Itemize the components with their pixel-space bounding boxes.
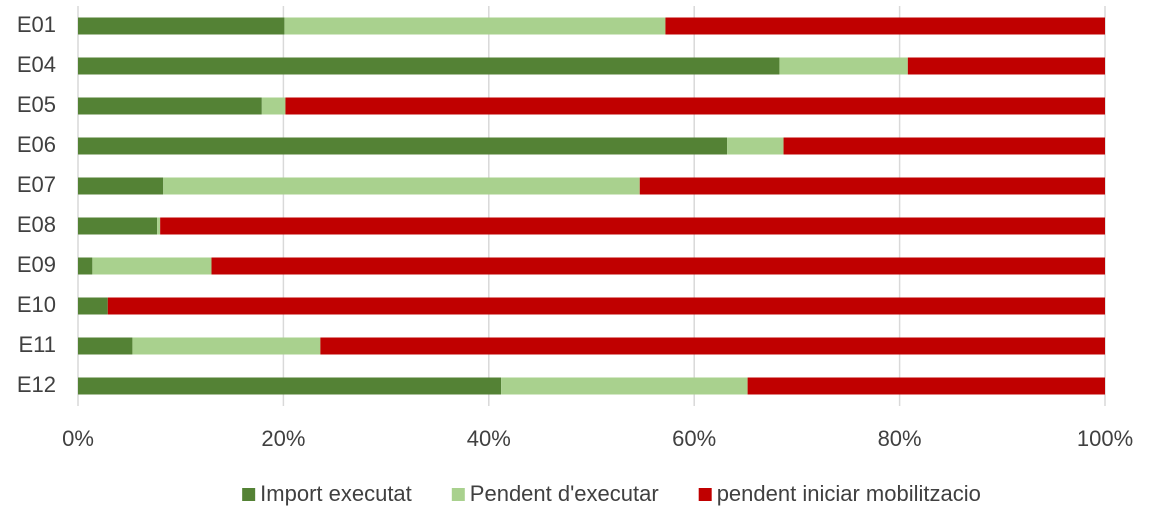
bar-segment xyxy=(907,57,1105,75)
bar-segment xyxy=(78,97,262,115)
y-tick-label: E06 xyxy=(17,132,56,157)
y-tick-label: E09 xyxy=(17,252,56,277)
bar-segment xyxy=(727,137,784,155)
bar-segment xyxy=(261,97,286,115)
bar-segment xyxy=(779,57,908,75)
bar-segment xyxy=(107,297,1105,315)
bar-segment xyxy=(92,257,212,275)
bar-segment xyxy=(78,57,780,75)
y-tick-label: E10 xyxy=(17,292,56,317)
y-tick-label: E04 xyxy=(17,52,56,77)
x-tick-label: 100% xyxy=(1077,426,1133,451)
y-tick-label: E07 xyxy=(17,172,56,197)
bar-segment xyxy=(78,217,158,235)
bar-segment xyxy=(320,337,1105,355)
bar-segment xyxy=(639,177,1105,195)
y-tick-label: E08 xyxy=(17,212,56,237)
bar-segment xyxy=(284,17,666,35)
bar-segment xyxy=(747,377,1105,395)
y-tick-label: E11 xyxy=(18,332,56,357)
legend-swatch xyxy=(451,488,465,501)
x-tick-label: 40% xyxy=(467,426,511,451)
bar-segment xyxy=(78,377,502,395)
bar-segment xyxy=(78,297,108,315)
legend-label: pendent iniciar mobilitzacio xyxy=(717,481,981,506)
bar-segment xyxy=(78,257,93,275)
x-tick-label: 20% xyxy=(261,426,305,451)
bar-segment xyxy=(78,137,728,155)
bar-segment xyxy=(665,17,1105,35)
y-tick-label: E01 xyxy=(17,12,56,37)
legend-label: Pendent d'executar xyxy=(470,481,659,506)
bar-segment xyxy=(211,257,1105,275)
legend-swatch xyxy=(242,488,256,501)
legend-label: Import executat xyxy=(260,481,412,506)
bar-segment xyxy=(78,337,133,355)
bar-segment xyxy=(160,217,1105,235)
bar-segment xyxy=(78,17,285,35)
bar-segment xyxy=(285,97,1106,115)
x-tick-label: 60% xyxy=(672,426,716,451)
bar-segment xyxy=(501,377,748,395)
bar-segment xyxy=(163,177,640,195)
bar-segment xyxy=(783,137,1105,155)
bar-segment xyxy=(132,337,321,355)
y-tick-label: E12 xyxy=(17,372,56,397)
y-tick-label: E05 xyxy=(17,92,56,117)
x-tick-label: 80% xyxy=(878,426,922,451)
bar-segment xyxy=(157,217,161,235)
legend-swatch xyxy=(698,488,712,501)
x-tick-label: 0% xyxy=(62,426,94,451)
bar-segment xyxy=(78,177,164,195)
